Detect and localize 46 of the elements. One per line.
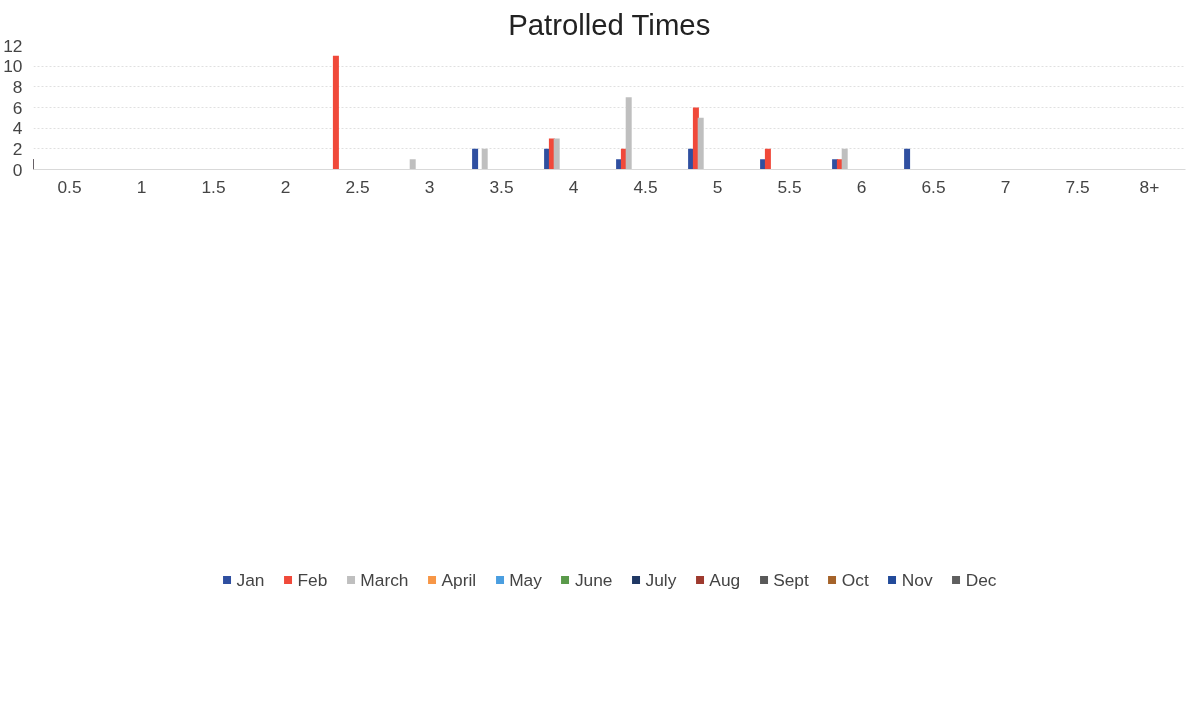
x-tick-label: 1 bbox=[136, 176, 147, 197]
y-tick-label: 8 bbox=[12, 76, 23, 97]
legend-label: Nov bbox=[901, 569, 933, 591]
legend-label: July bbox=[645, 569, 677, 591]
x-tick-label: 2.5 bbox=[345, 176, 370, 197]
bar bbox=[625, 97, 632, 170]
legend-label: Feb bbox=[297, 569, 328, 591]
legend-label: June bbox=[574, 569, 613, 591]
legend-label: April bbox=[441, 569, 477, 591]
y-tick-label: 6 bbox=[12, 97, 23, 118]
legend-label: May bbox=[509, 569, 542, 591]
x-tick-label: 5.5 bbox=[777, 176, 802, 197]
bar bbox=[332, 55, 339, 170]
bar bbox=[841, 148, 848, 170]
bar bbox=[481, 148, 488, 170]
x-tick-label: 7 bbox=[1000, 176, 1011, 197]
x-tick-label: 0.5 bbox=[57, 176, 82, 197]
x-tick-label: 1.5 bbox=[201, 176, 226, 197]
y-tick-label: 12 bbox=[3, 35, 23, 56]
legend-label: March bbox=[360, 569, 409, 591]
legend-label: Aug bbox=[709, 569, 741, 591]
x-tick-label: 3.5 bbox=[489, 176, 514, 197]
bar bbox=[409, 159, 416, 170]
x-tick-label: 6 bbox=[856, 176, 867, 197]
legend-label: Oct bbox=[841, 569, 869, 591]
y-tick-label: 2 bbox=[12, 138, 23, 159]
bar bbox=[697, 117, 704, 170]
x-tick-label: 4.5 bbox=[633, 176, 658, 197]
x-tick-label: 6.5 bbox=[921, 176, 946, 197]
y-tick-label: 10 bbox=[3, 56, 23, 77]
x-tick-label: 5 bbox=[712, 176, 723, 197]
chart-title: Patrolled Times bbox=[508, 7, 711, 41]
y-tick-label: 0 bbox=[12, 159, 23, 180]
x-tick-label: 7.5 bbox=[1065, 176, 1090, 197]
legend-label: Sept bbox=[773, 569, 809, 591]
x-tick-label: 8+ bbox=[1139, 176, 1160, 197]
legend-label: Dec bbox=[965, 569, 997, 591]
bar bbox=[553, 138, 560, 170]
y-tick-label: 4 bbox=[12, 118, 23, 139]
bar bbox=[472, 148, 479, 170]
x-tick-label: 3 bbox=[424, 176, 435, 197]
bar bbox=[764, 148, 771, 170]
bar bbox=[904, 148, 911, 170]
x-tick-label: 2 bbox=[280, 176, 291, 197]
x-tick-label: 4 bbox=[568, 176, 579, 197]
legend-label: Jan bbox=[236, 569, 265, 591]
